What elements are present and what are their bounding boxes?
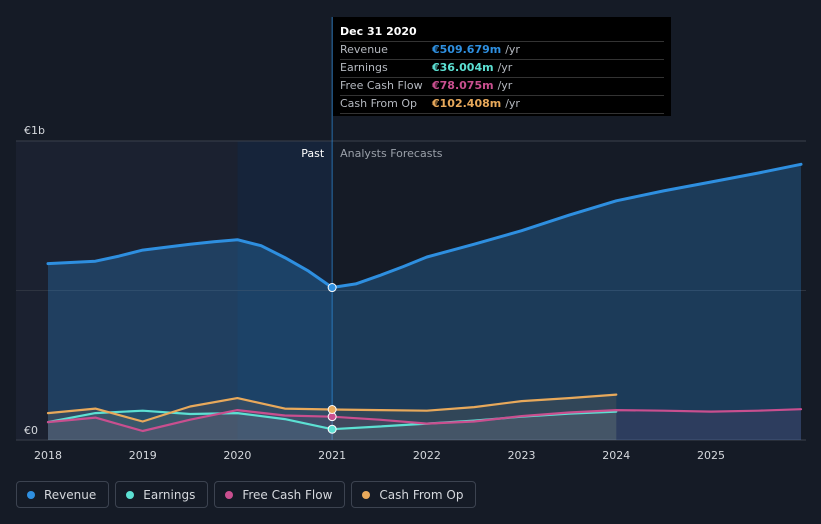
point-earnings — [327, 424, 337, 434]
tooltip-unit: /yr — [505, 97, 520, 110]
x-tick-label: 2024 — [602, 449, 630, 462]
tooltip-value: €36.004m — [432, 61, 494, 74]
legend-label: Earnings — [143, 487, 196, 502]
tooltip-row-free-cash-flow: Free Cash Flow €78.075m /yr — [340, 78, 664, 96]
tooltip-label: Free Cash Flow — [340, 79, 423, 92]
x-tick-label: 2022 — [413, 449, 441, 462]
legend-label: Free Cash Flow — [242, 487, 333, 502]
tooltip-label: Cash From Op — [340, 97, 418, 110]
line-free-cash-flow — [46, 408, 803, 433]
area-revenue — [48, 164, 801, 441]
tooltip-value: €78.075m — [432, 79, 494, 92]
x-tick-label: 2021 — [318, 449, 346, 462]
y-tick-label: €1b — [24, 124, 45, 137]
x-tick-label: 2019 — [129, 449, 157, 462]
past-label: Past — [301, 147, 325, 160]
forecast-label: Analysts Forecasts — [340, 147, 443, 160]
y-tick-label: €0 — [24, 424, 38, 437]
tooltip-label: Earnings — [340, 61, 388, 74]
tooltip-unit: /yr — [497, 79, 513, 92]
tooltip-row-earnings: Earnings €36.004m /yr — [340, 60, 664, 78]
tooltip-value: €509.679m — [432, 43, 502, 56]
legend: Revenue Earnings Free Cash Flow Cash Fro… — [16, 481, 477, 508]
point-revenue — [327, 283, 337, 293]
x-tick-label: 2018 — [34, 449, 62, 462]
legend-item-revenue[interactable]: Revenue — [16, 481, 110, 508]
x-tick-label: 2020 — [223, 449, 251, 462]
area-earnings — [48, 410, 617, 440]
legend-dot-icon — [126, 490, 135, 499]
legend-item-earnings[interactable]: Earnings — [115, 481, 209, 508]
legend-dot-icon — [362, 490, 371, 499]
legend-item-cash-from-op[interactable]: Cash From Op — [351, 481, 477, 508]
point-cash-from-op — [327, 405, 337, 415]
legend-dot-icon — [27, 490, 35, 499]
tooltip-unit: /yr — [505, 43, 520, 56]
legend-label: Cash From Op — [379, 487, 464, 502]
tooltip-value: €102.408m — [432, 97, 502, 110]
tooltip-label: Revenue — [340, 43, 388, 56]
tooltip-row-cash-from-op: Cash From Op €102.408m /yr — [340, 96, 664, 114]
tooltip-unit: /yr — [497, 61, 513, 74]
tooltip-date: Dec 31 2020 — [340, 24, 664, 42]
line-revenue — [46, 162, 803, 289]
x-tick-label: 2025 — [697, 449, 725, 462]
legend-dot-icon — [225, 490, 234, 499]
legend-item-free-cash-flow[interactable]: Free Cash Flow — [214, 481, 346, 508]
tooltip-row-revenue: Revenue €509.679m /yr — [340, 42, 664, 60]
x-tick-label: 2023 — [508, 449, 536, 462]
tooltip: Dec 31 2020 Revenue €509.679m /yr Earnin… — [333, 17, 671, 116]
legend-label: Revenue — [44, 487, 97, 502]
